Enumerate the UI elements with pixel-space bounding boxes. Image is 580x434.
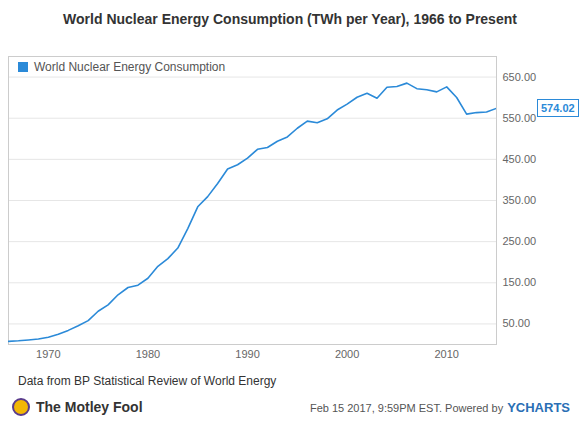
svg-text:550.00: 550.00 [503,112,537,124]
html-text:The Motley Fool: The Motley Fool [36,399,143,415]
svg-text:450.00: 450.00 [503,153,537,165]
html-text:574.02: 574.02 [541,101,575,114]
svg-text:1990: 1990 [235,348,259,360]
svg-text:2010: 2010 [434,348,458,360]
svg-text:350.00: 350.00 [503,194,537,206]
svg-text:2000: 2000 [335,348,359,360]
html-text:World Nuclear Energy Consumpti: World Nuclear Energy Consumption (TWh pe… [63,11,517,27]
html-text:Data from BP Statistical Revie: Data from BP Statistical Review of World… [18,374,277,388]
svg-text:1970: 1970 [36,348,60,360]
html-text:World Nuclear Energy Consumpti: World Nuclear Energy Consumption [34,60,226,74]
svg-text:150.00: 150.00 [503,276,537,288]
svg-text:50.00: 50.00 [503,317,531,329]
svg-text:250.00: 250.00 [503,235,537,247]
html-text:Feb 15 2017, 9:59PM EST. Power: Feb 15 2017, 9:59PM EST. Powered by YCHA… [309,399,570,415]
svg-text:1980: 1980 [136,348,160,360]
svg-text:650.00: 650.00 [503,71,537,83]
